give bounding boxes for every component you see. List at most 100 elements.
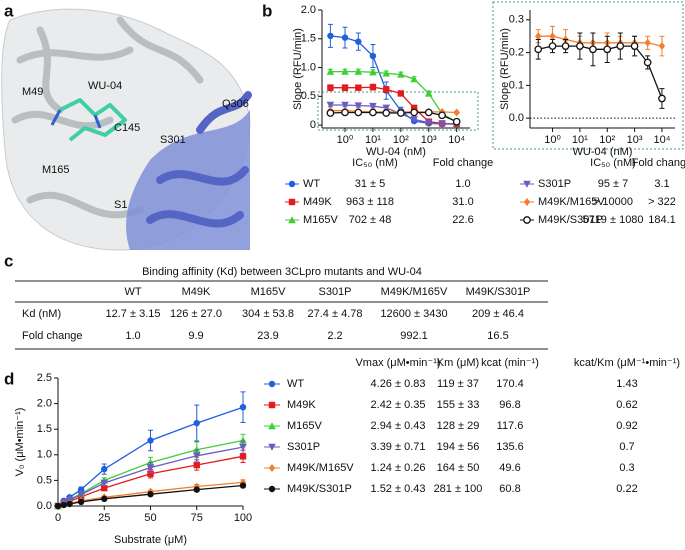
marker: [326, 101, 335, 109]
x-tick-label: 10³: [627, 134, 643, 146]
marker: [643, 58, 652, 67]
marker: [239, 436, 247, 444]
marker: [452, 117, 461, 126]
legend-label: M49K: [303, 196, 332, 208]
table-cell: 60.8: [499, 483, 520, 495]
legend-label: M165V: [303, 214, 339, 226]
x-tick-label: 0: [55, 512, 61, 524]
y-axis-label: V₀ (μM•min⁻¹): [14, 408, 26, 477]
ic50-value: 5719 ± 1080: [582, 214, 643, 226]
marker: [534, 45, 543, 54]
marker: [341, 67, 349, 75]
table-cell: 4.26 ± 0.83: [371, 378, 426, 390]
marker: [147, 437, 154, 444]
marker: [77, 486, 85, 493]
y-tick-label: 0.5: [301, 90, 316, 102]
legend-marker: [268, 422, 276, 430]
table-cell: 2.42 ± 0.35: [371, 399, 426, 411]
structure-label: WU-04: [88, 80, 122, 92]
y-tick-label: 0.2: [509, 47, 524, 59]
column-header: M49K/M165V: [381, 286, 448, 298]
marker: [397, 90, 405, 97]
table-cell: 12.7 ± 3.15: [106, 308, 161, 320]
marker: [354, 102, 363, 110]
ic50-value: 702 ± 48: [349, 214, 392, 226]
marker: [326, 109, 335, 117]
legend-marker: [523, 198, 531, 206]
x-tick-label: 10⁰: [544, 134, 561, 146]
marker: [453, 108, 460, 117]
structure-image: [0, 0, 252, 255]
legend-marker: [523, 180, 531, 188]
x-tick-label: 25: [98, 512, 110, 524]
y-tick-label: 1.5: [301, 33, 316, 45]
table-cell: 209 ± 46.4: [472, 308, 524, 320]
row-label: Fold change: [22, 330, 83, 342]
fold-change: 1.0: [455, 178, 470, 190]
marker: [424, 108, 433, 117]
marker: [146, 464, 155, 472]
marker: [327, 32, 334, 40]
table-header: IC₅₀ (nM): [352, 157, 398, 169]
y-tick-label: 2.0: [301, 4, 316, 16]
column-header: M49K/S301P: [466, 286, 531, 298]
table-cell: 9.9: [188, 330, 203, 342]
legend-marker: [288, 198, 296, 206]
table-cell: 1.24 ± 0.26: [371, 462, 426, 474]
structure-label: M165: [42, 164, 70, 176]
marker: [644, 38, 651, 47]
marker: [101, 465, 108, 473]
marker: [239, 482, 247, 489]
marker: [341, 34, 349, 41]
x-tick-label: 10⁴: [653, 134, 670, 146]
x-tick-label: 10⁴: [448, 134, 465, 146]
x-axis-label: WU-04 (nM): [366, 146, 426, 158]
table-header: kcat (min⁻¹): [481, 357, 539, 369]
legend-label: M49K/M165V: [287, 462, 354, 474]
table-cell: 281 ± 100: [434, 483, 483, 495]
y-tick-label: 0.0: [37, 500, 52, 512]
legend-marker: [268, 485, 276, 493]
x-tick-label: 10²: [393, 134, 409, 146]
table-cell: 135.6: [496, 441, 524, 453]
marker: [561, 42, 570, 50]
table-cell: 0.62: [616, 399, 637, 411]
marker: [66, 500, 73, 508]
marker: [60, 501, 67, 509]
marker: [101, 495, 108, 503]
marker: [549, 32, 556, 41]
table-cell: 126 ± 27.0: [170, 308, 222, 320]
marker: [239, 443, 247, 451]
table-cell: 119 ± 37: [437, 378, 479, 390]
legend-marker: [268, 401, 276, 409]
series-line: [538, 35, 663, 47]
table-cell: 12600 ± 3430: [380, 308, 447, 320]
marker: [410, 75, 418, 83]
table-cell: 49.6: [499, 462, 520, 474]
marker: [369, 68, 377, 76]
table-cell: 3.39 ± 0.71: [371, 441, 426, 453]
x-axis-label: WU-04 (nM): [573, 146, 633, 158]
table-cell: 304 ± 53.8: [242, 308, 294, 320]
table-cell: 0.3: [619, 462, 634, 474]
marker: [369, 83, 377, 91]
x-tick-label: 10⁰: [337, 134, 354, 146]
marker: [658, 42, 666, 51]
column-header: WT: [124, 286, 141, 298]
structure-label: Q306: [222, 98, 249, 110]
panel-label: a: [4, 1, 14, 20]
fold-change: > 322: [648, 196, 676, 208]
y-tick-label: 0.3: [509, 14, 524, 26]
table-header: IC₅₀ (nM): [590, 157, 636, 169]
legend-marker: [288, 180, 296, 188]
table-cell: 0.7: [619, 441, 634, 453]
legend-label: M49K: [287, 399, 316, 411]
legend-marker: [268, 443, 276, 451]
table-rules: [15, 280, 548, 350]
x-tick-label: 10¹: [365, 134, 381, 146]
table-cell: 23.9: [257, 330, 278, 342]
structure-label: S301: [160, 134, 186, 146]
legend-label: WT: [303, 178, 320, 190]
table-cell: 128 ± 29: [437, 420, 480, 432]
